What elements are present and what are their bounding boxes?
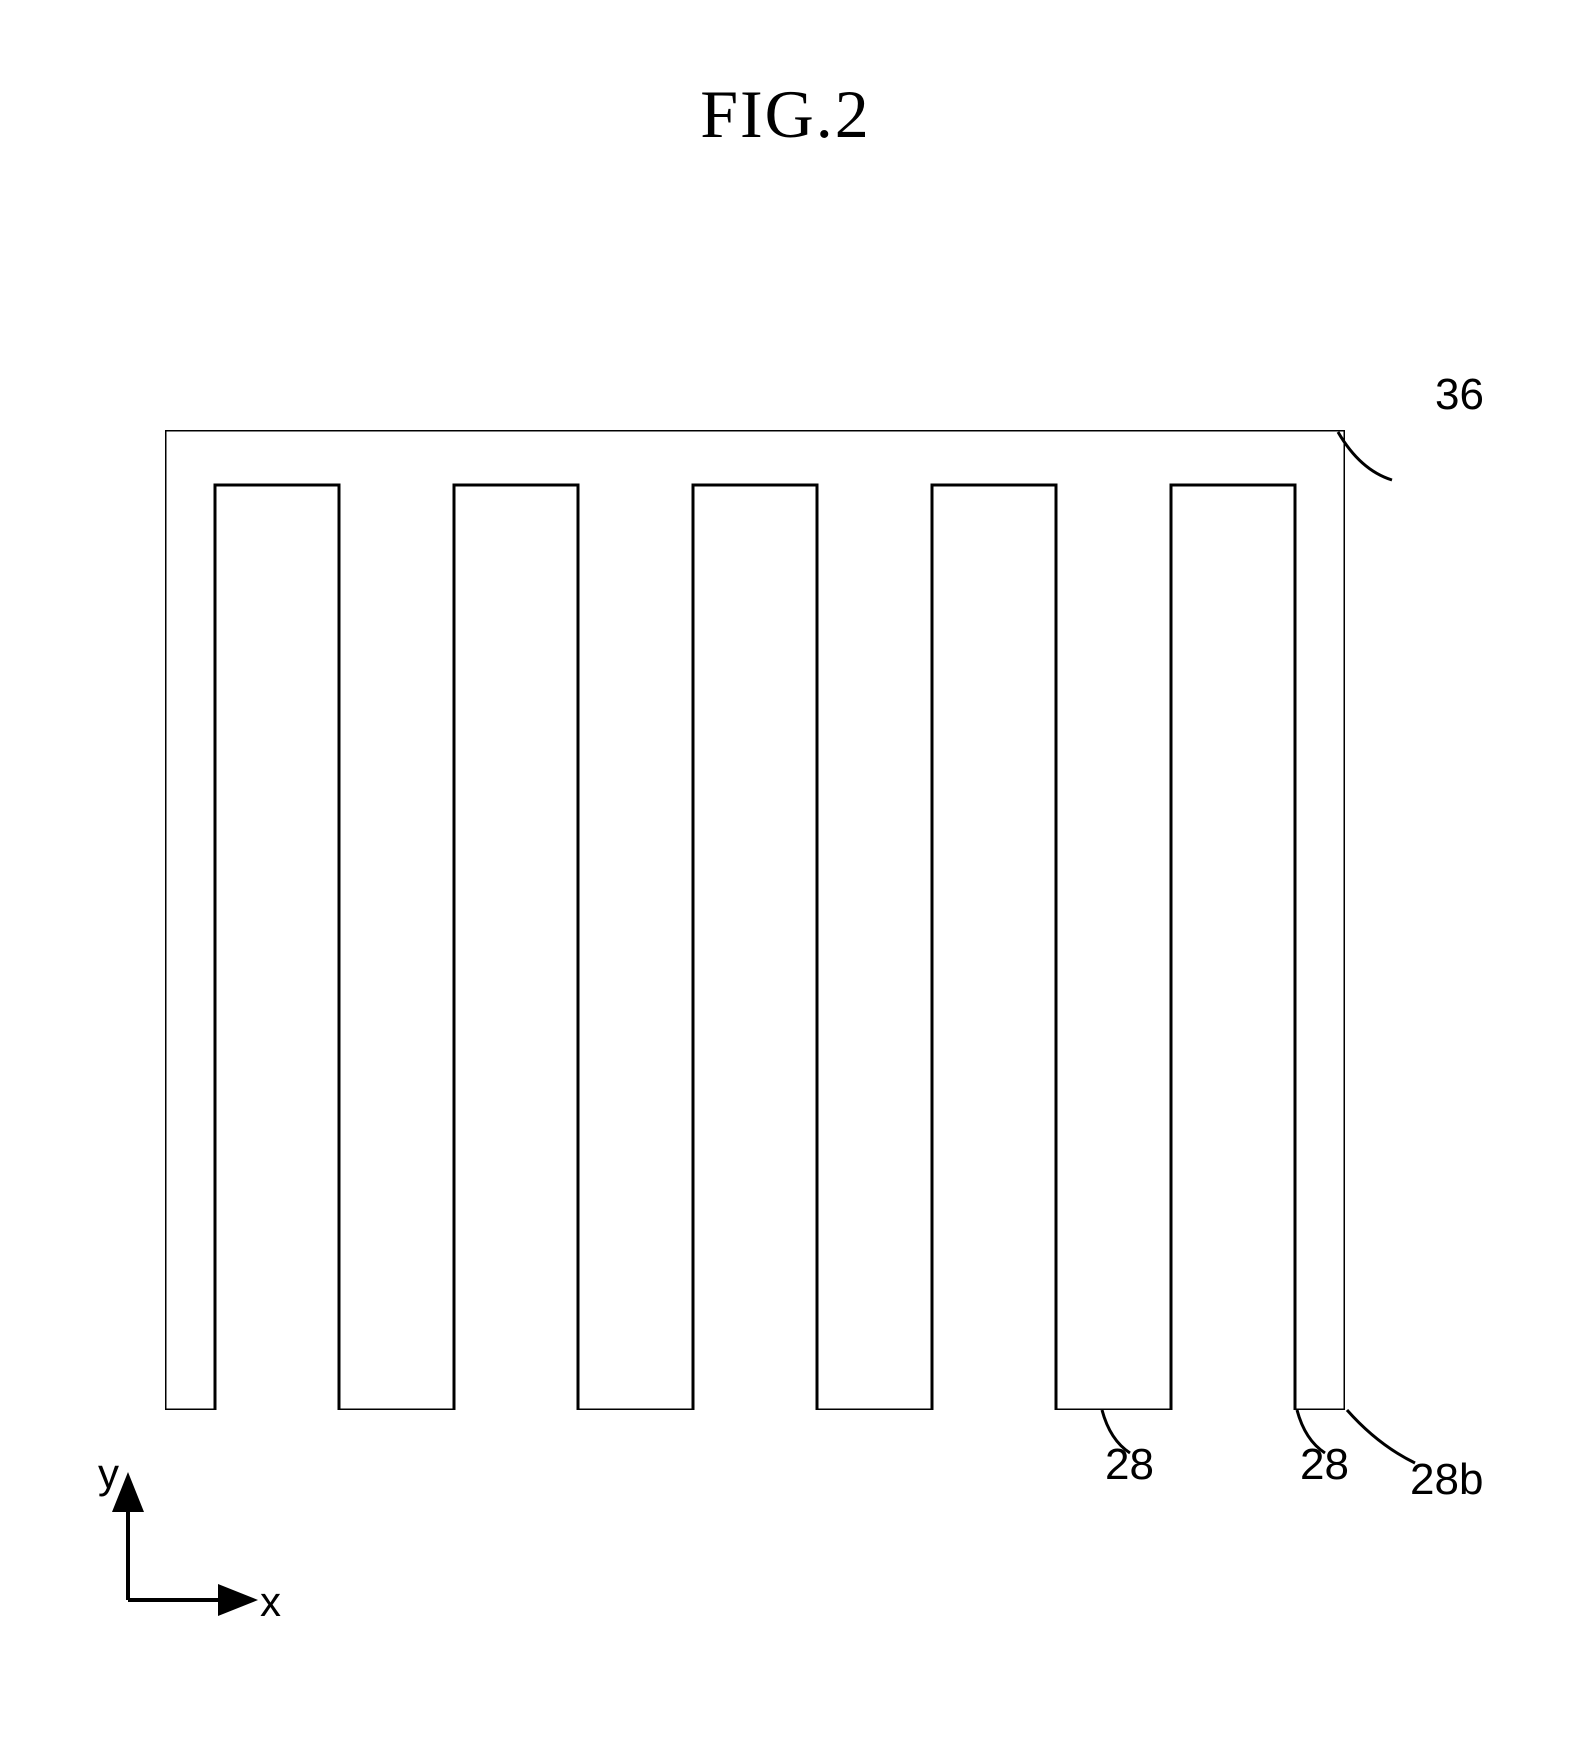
lead-line-36 — [1330, 420, 1450, 490]
figure-title: FIG.2 — [700, 75, 871, 154]
comb-diagram: 36 28 28 28b — [165, 430, 1345, 1410]
axis-x-label: x — [260, 1578, 281, 1626]
axis-y-label: y — [98, 1450, 119, 1498]
annotation-28-left: 28 — [1105, 1440, 1154, 1490]
comb-structure-svg — [165, 430, 1345, 1410]
coordinate-axis: y x — [100, 1460, 300, 1640]
annotation-36: 36 — [1435, 370, 1484, 420]
annotation-28-right: 28 — [1300, 1440, 1349, 1490]
annotation-28b: 28b — [1410, 1455, 1483, 1505]
